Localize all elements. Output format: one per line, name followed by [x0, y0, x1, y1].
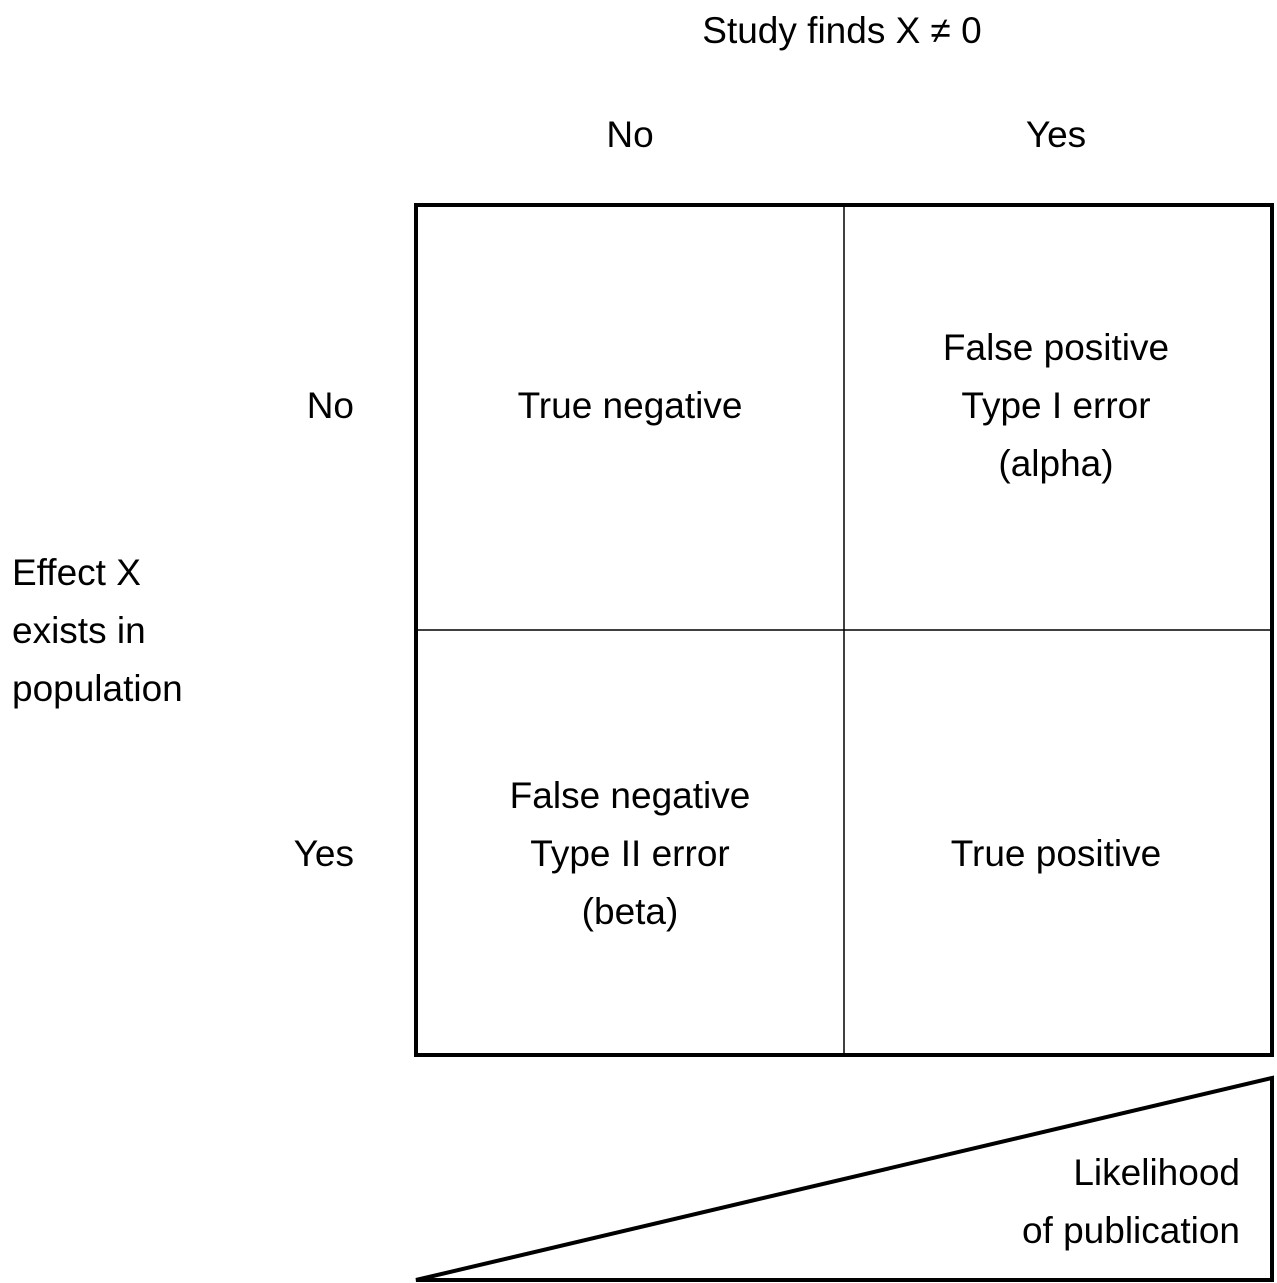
cell-text: (beta) [582, 891, 679, 932]
cell-text: (alpha) [998, 443, 1113, 484]
cell-text: True positive [951, 833, 1161, 874]
cell-text: False negative [510, 775, 751, 816]
triangle-label: of publication [1022, 1210, 1240, 1251]
cell-text: Type I error [961, 385, 1150, 426]
triangle-label: Likelihood [1073, 1152, 1240, 1193]
cell-text: Type II error [530, 833, 729, 874]
cell-text: False positive [943, 327, 1169, 368]
column-header: No [606, 114, 653, 155]
title: Study finds X ≠ 0 [702, 10, 981, 51]
likelihood-triangle [415, 1075, 1274, 1282]
row-axis-label: exists in [12, 610, 146, 651]
cell-text: True negative [518, 385, 743, 426]
row-axis-label: population [12, 668, 183, 709]
column-header: Yes [1026, 114, 1086, 155]
row-header: Yes [294, 833, 354, 874]
row-axis-label: Effect X [12, 552, 141, 593]
row-header: No [307, 385, 354, 426]
